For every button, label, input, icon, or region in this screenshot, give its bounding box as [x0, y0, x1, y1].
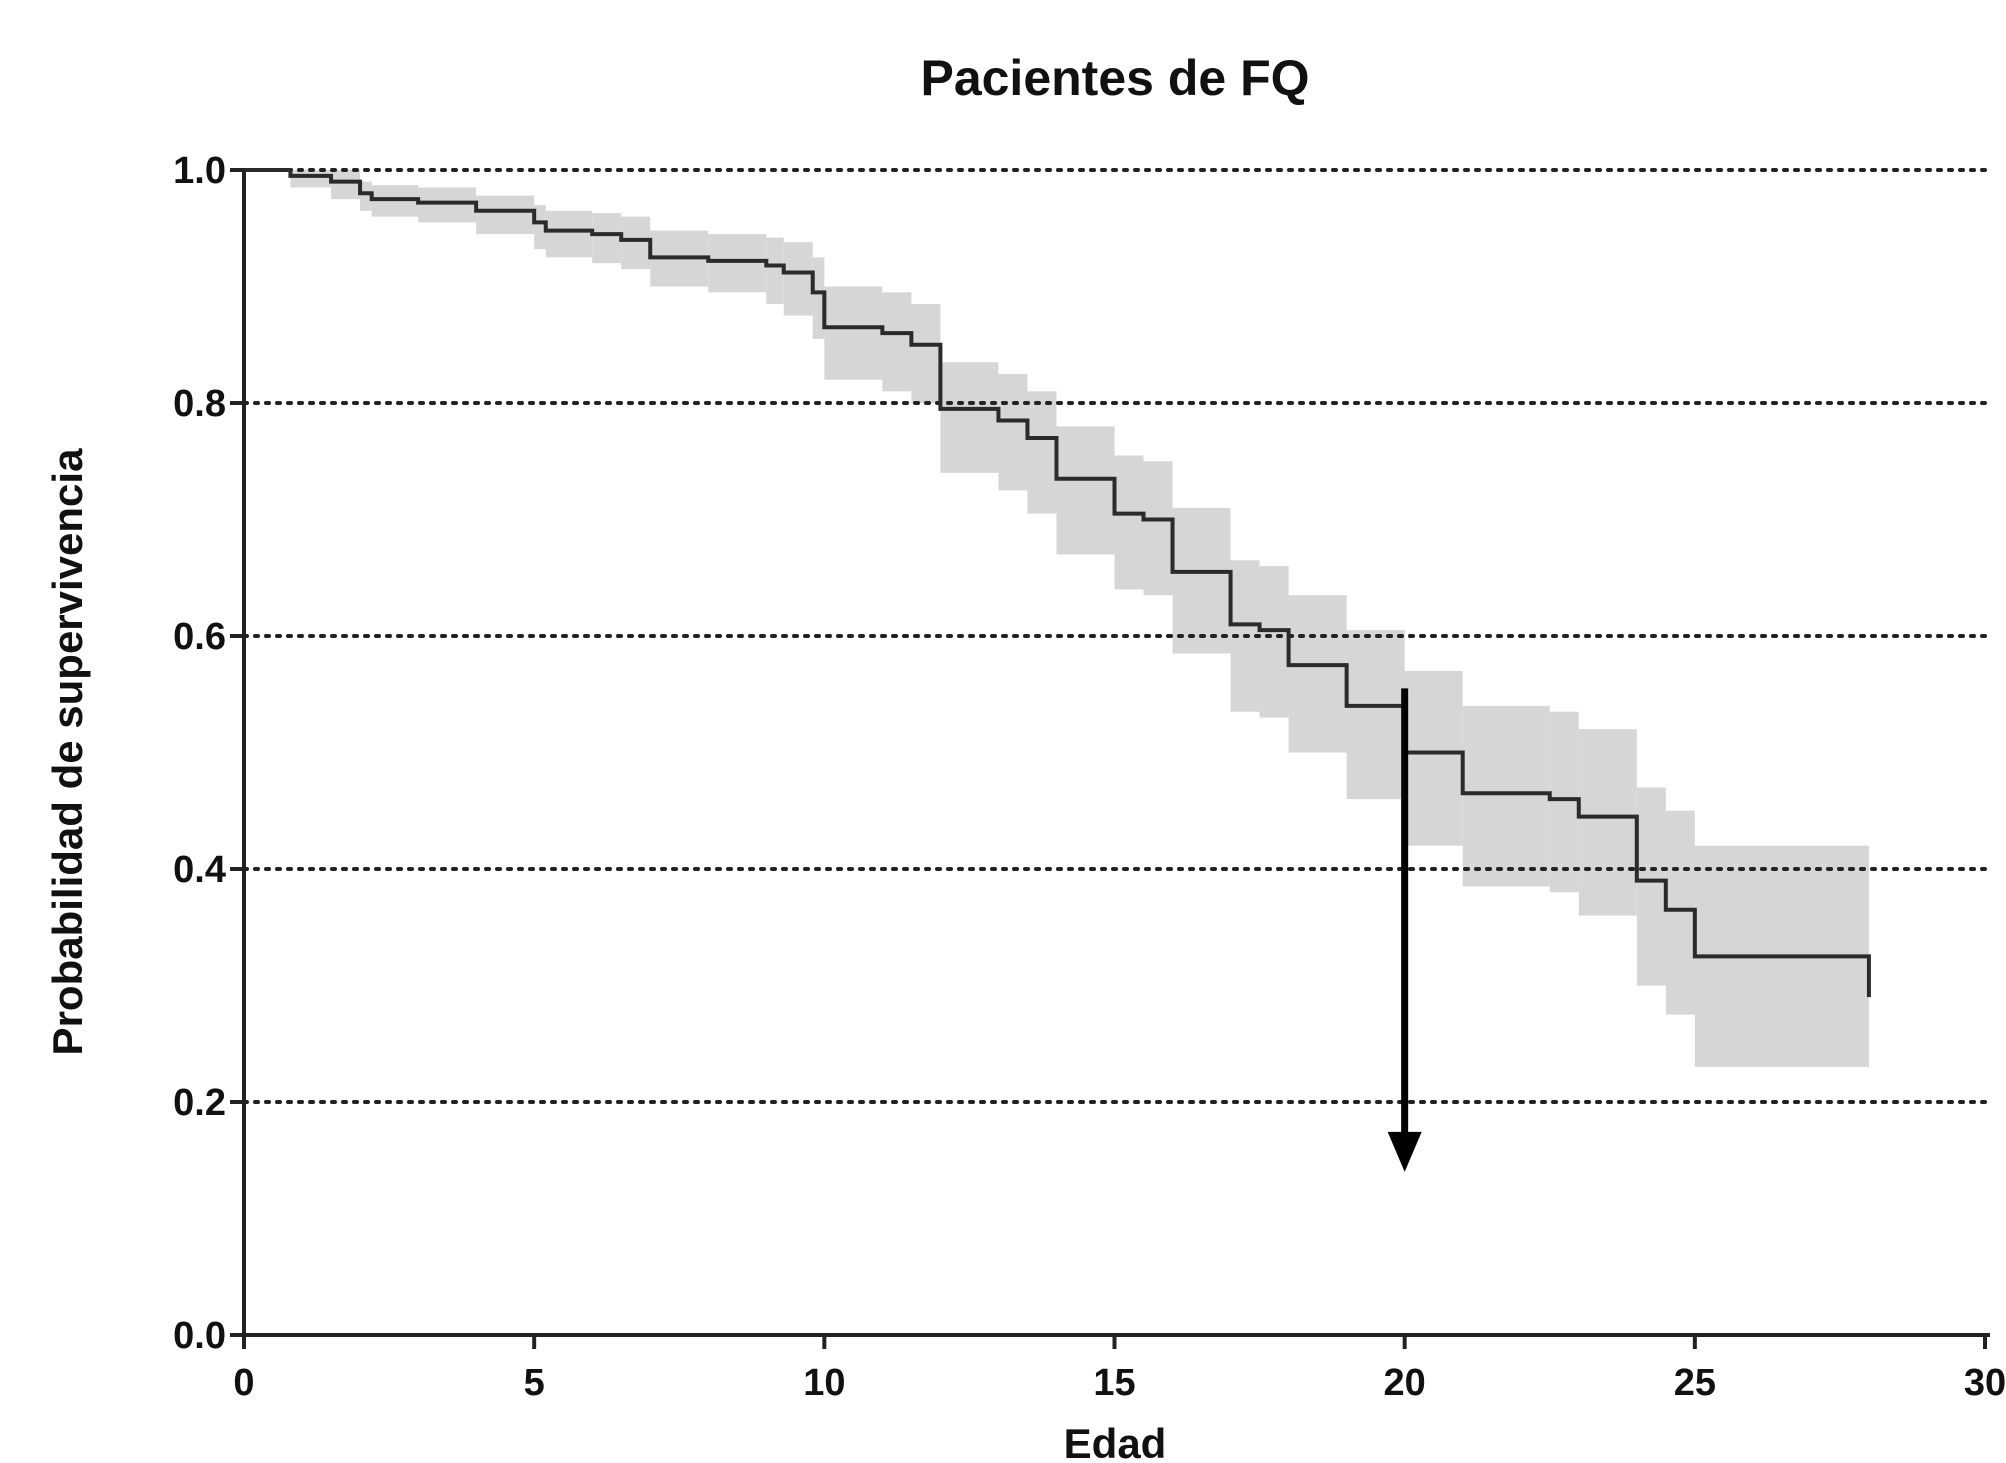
survival-curve — [244, 168, 1871, 998]
confidence-band-segment — [592, 213, 622, 264]
axes — [242, 170, 1990, 1337]
confidence-band-segment — [911, 303, 941, 403]
confidence-band-segment — [1549, 711, 1579, 893]
x-tick-label: 10 — [803, 1362, 845, 1404]
confidence-band-layer — [244, 170, 1869, 1068]
confidence-band-segment — [621, 216, 651, 270]
y-tick-label: 0.2 — [173, 1082, 226, 1124]
gridlines — [242, 168, 1992, 1104]
confidence-band-segment — [783, 242, 813, 316]
confidence-band-segment — [1114, 455, 1144, 590]
confidence-band-segment — [998, 373, 1028, 491]
confidence-band-segment — [1462, 705, 1550, 887]
chart-title: Pacientes de FQ — [920, 50, 1309, 106]
confidence-band-segment — [476, 195, 535, 235]
confidence-band-segment — [1346, 630, 1405, 800]
arrow-annotation-layer — [1387, 688, 1422, 1172]
confidence-band-segment — [1404, 670, 1463, 846]
x-axis-label: Edad — [1064, 1420, 1167, 1463]
confidence-band-segment — [1578, 729, 1637, 916]
confidence-band-segment — [824, 286, 883, 380]
x-tick-label: 0 — [233, 1362, 254, 1404]
x-tick-label: 15 — [1093, 1362, 1135, 1404]
y-tick-label: 0.6 — [173, 616, 226, 658]
y-tick-label: 0.4 — [173, 849, 226, 891]
confidence-band-segment — [534, 204, 546, 250]
confidence-band-segment — [812, 257, 825, 339]
confidence-band-segment — [1288, 595, 1347, 753]
x-tick-label: 25 — [1674, 1362, 1716, 1404]
confidence-band-segment — [882, 292, 912, 392]
confidence-band-segment — [418, 187, 477, 223]
confidence-band-segment — [1665, 810, 1695, 1015]
confidence-band-segment — [1143, 461, 1173, 596]
confidence-band-segment — [1172, 507, 1231, 654]
confidence-band-segment — [290, 170, 332, 188]
confidence-band-segment — [331, 170, 361, 200]
x-tick-label: 30 — [1964, 1362, 2006, 1404]
survival-curve-layer — [244, 168, 1871, 998]
y-tick-label: 1.0 — [173, 150, 226, 192]
confidence-band-segment — [360, 181, 372, 211]
tick-marks: 0.0 0.2 0.4 0.6 0.8 1.0 0 5 10 15 20 25 30 — [173, 150, 2006, 1404]
y-tick-label: 0.0 — [173, 1315, 226, 1357]
x-tick-label: 20 — [1384, 1362, 1426, 1404]
arrow-head — [1387, 1131, 1422, 1172]
confidence-band-segment — [1259, 566, 1289, 718]
confidence-band-segment — [545, 210, 593, 258]
confidence-band-segment — [1027, 391, 1057, 514]
confidence-band-segment — [940, 362, 999, 473]
confidence-band-segment — [1636, 787, 1666, 986]
y-axis-label: Probabilidad de supervivencia — [44, 448, 91, 1056]
confidence-band-segment — [708, 234, 767, 293]
confidence-band-segment — [1056, 426, 1115, 555]
confidence-band-segment — [766, 237, 784, 304]
y-tick-label: 0.8 — [173, 383, 226, 425]
x-tick-label: 5 — [524, 1362, 545, 1404]
